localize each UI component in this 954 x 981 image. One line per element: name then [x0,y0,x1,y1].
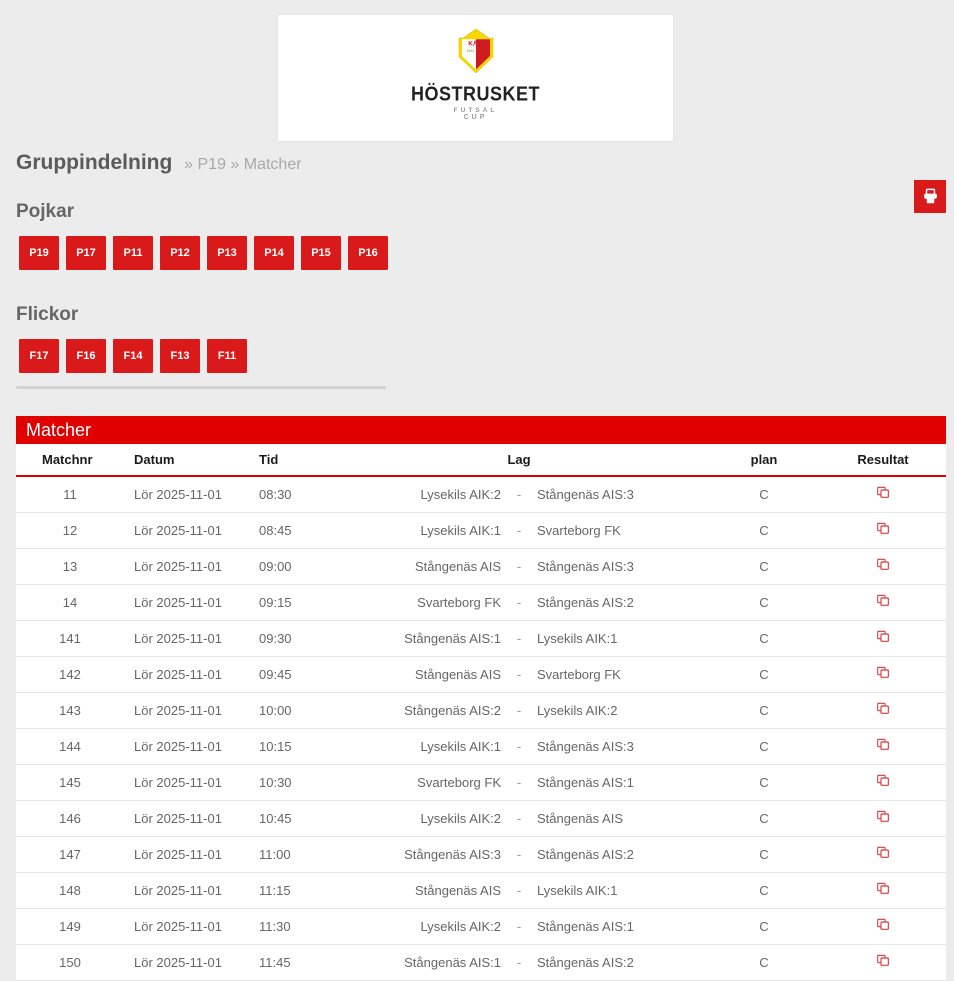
svg-text:1944: 1944 [466,49,474,53]
svg-text:KÄIS: KÄIS [468,40,484,48]
